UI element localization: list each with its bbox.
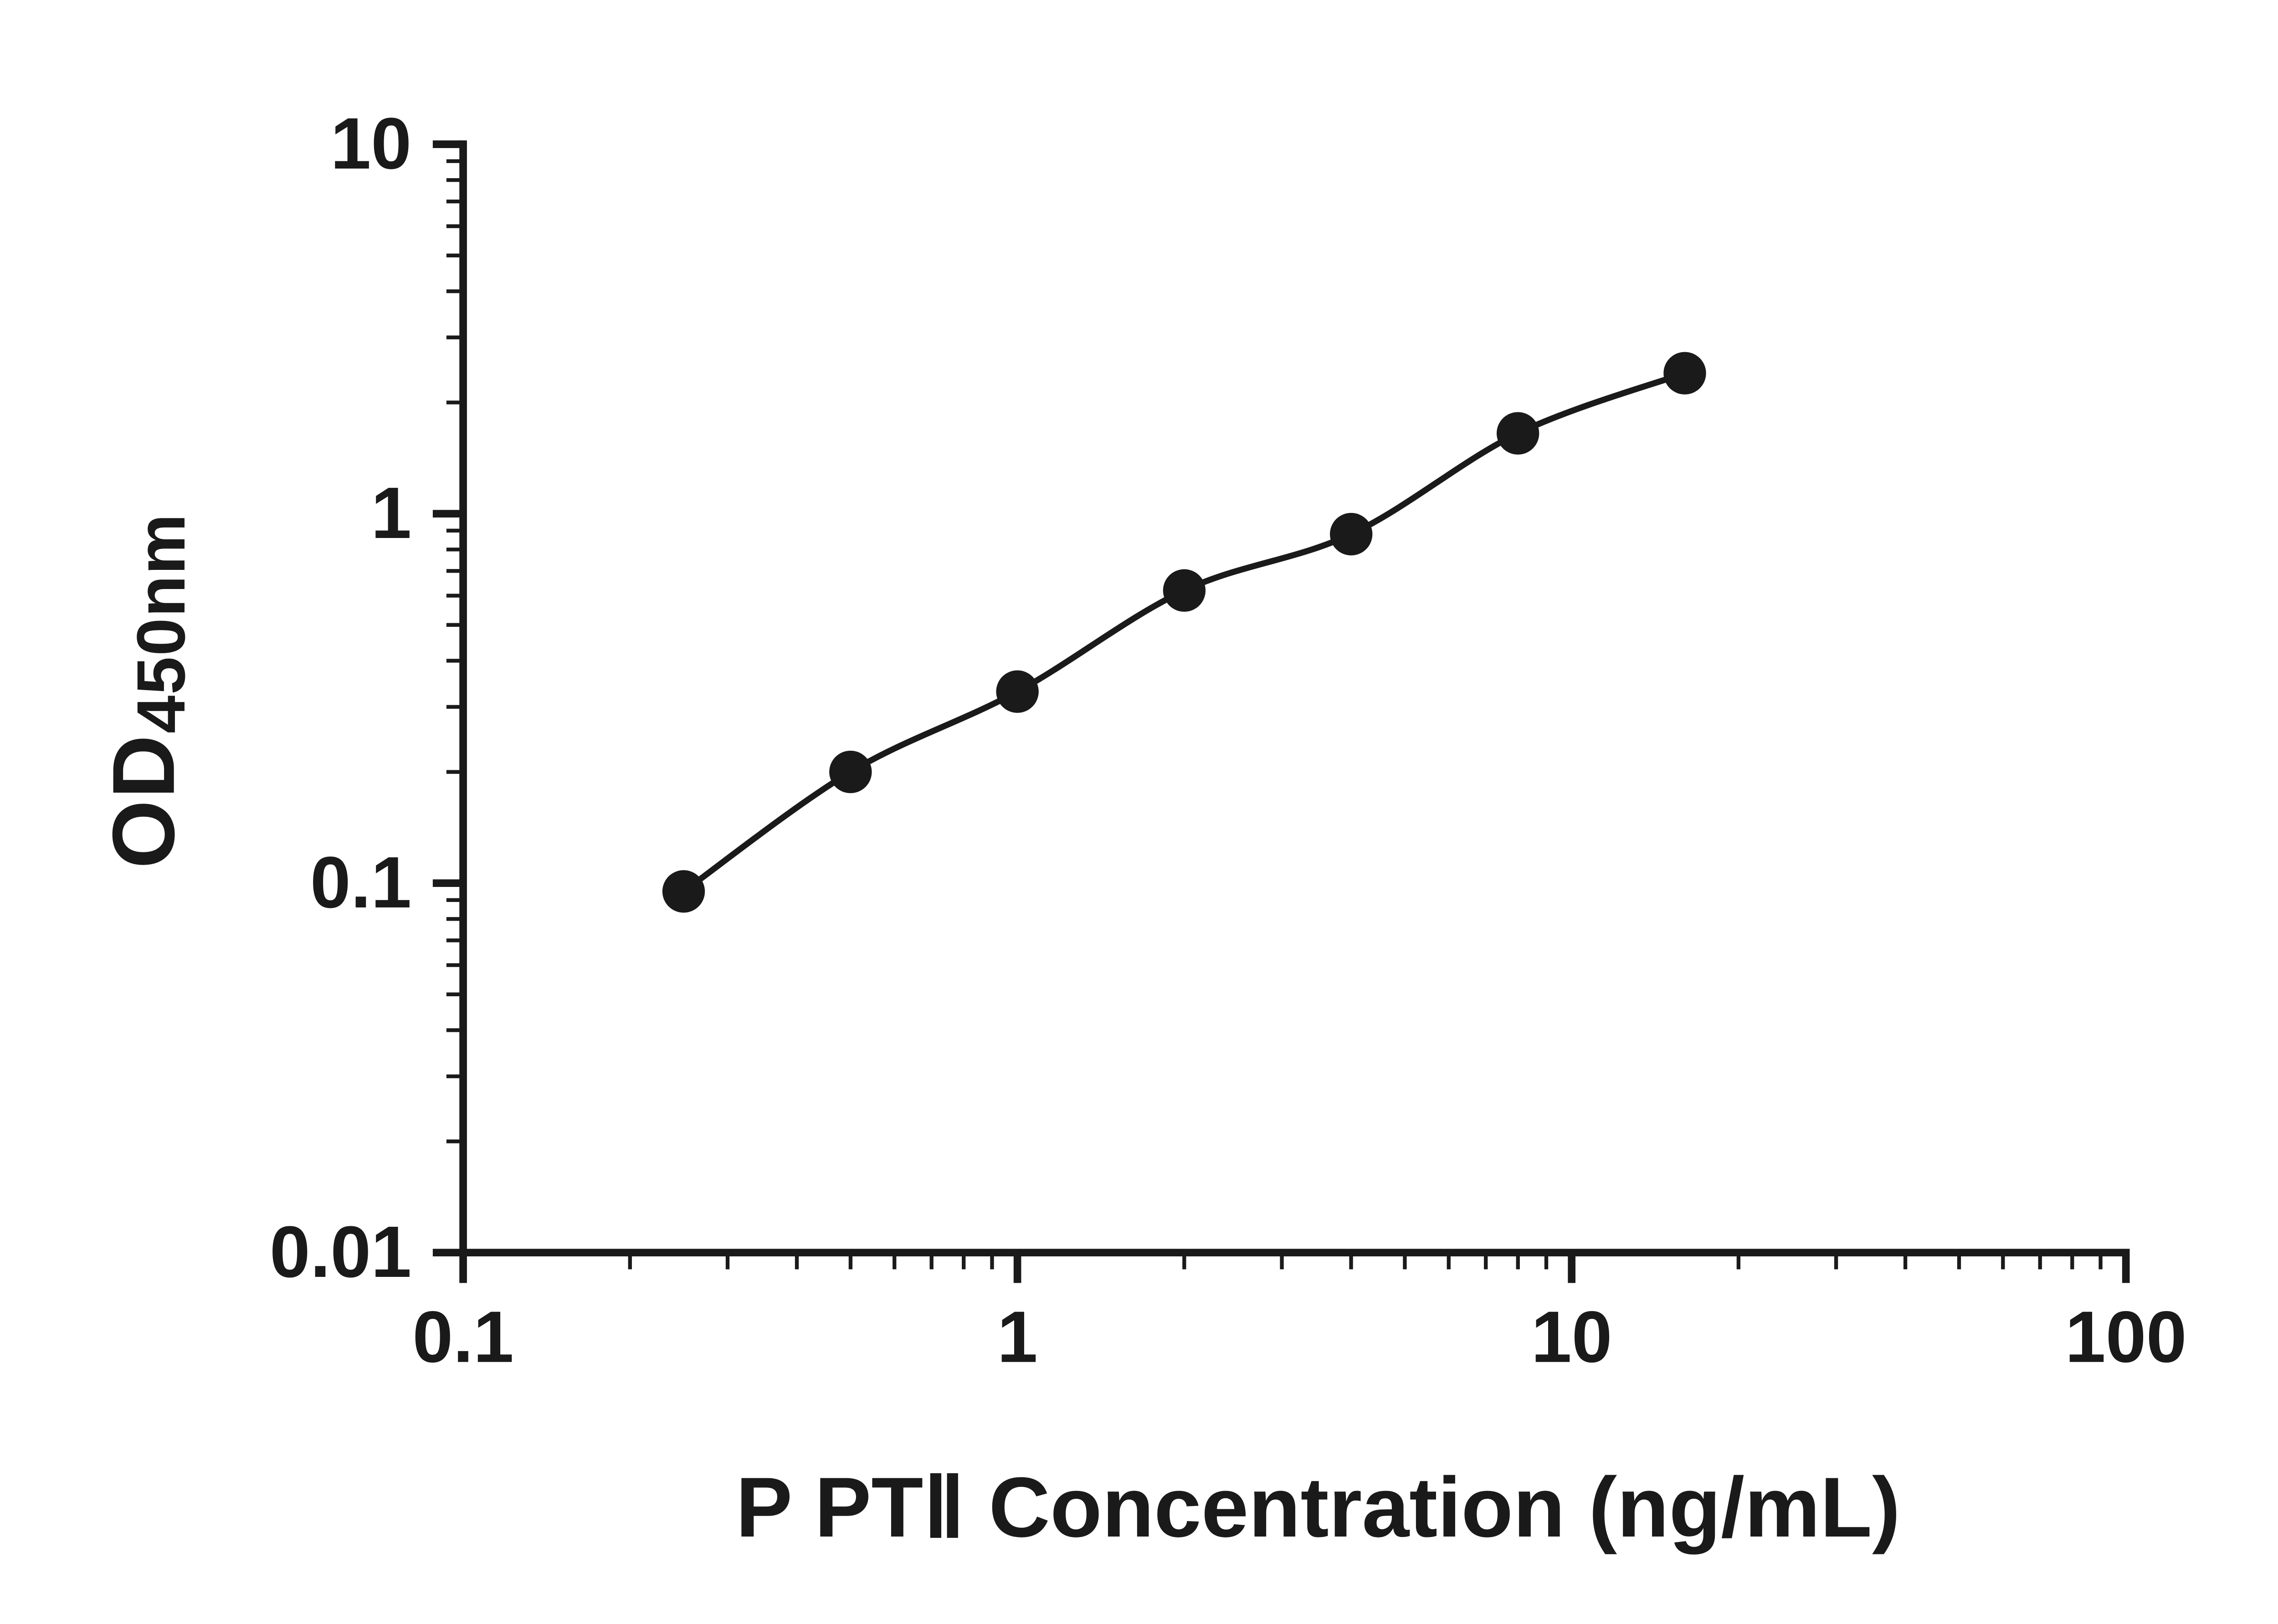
data-point-marker — [1663, 352, 1706, 394]
x-tick-label: 10 — [1531, 1296, 1612, 1378]
y-tick-label: 1 — [371, 472, 411, 553]
x-tick-label: 100 — [2065, 1296, 2187, 1378]
data-point-marker — [829, 750, 872, 794]
y-tick-label: 0.01 — [270, 1211, 411, 1292]
x-axis-title: P PTⅡ Concentration (ng/mL) — [735, 1459, 1901, 1555]
data-point-marker — [1163, 569, 1206, 612]
y-axis-title-sub: 450nm — [122, 513, 200, 733]
data-point-marker — [1330, 512, 1373, 556]
data-point-marker — [662, 870, 705, 913]
x-tick-label: 0.1 — [412, 1296, 513, 1378]
y-tick-label: 0.1 — [310, 841, 411, 923]
data-point-marker — [1497, 412, 1539, 455]
y-axis-title: OD450nm — [93, 513, 200, 869]
x-tick-label: 1 — [997, 1296, 1038, 1378]
y-axis-title-main: OD — [95, 733, 194, 869]
y-tick-label: 10 — [330, 102, 411, 184]
standard-curve-line — [682, 370, 1686, 894]
data-point-marker — [996, 670, 1039, 713]
